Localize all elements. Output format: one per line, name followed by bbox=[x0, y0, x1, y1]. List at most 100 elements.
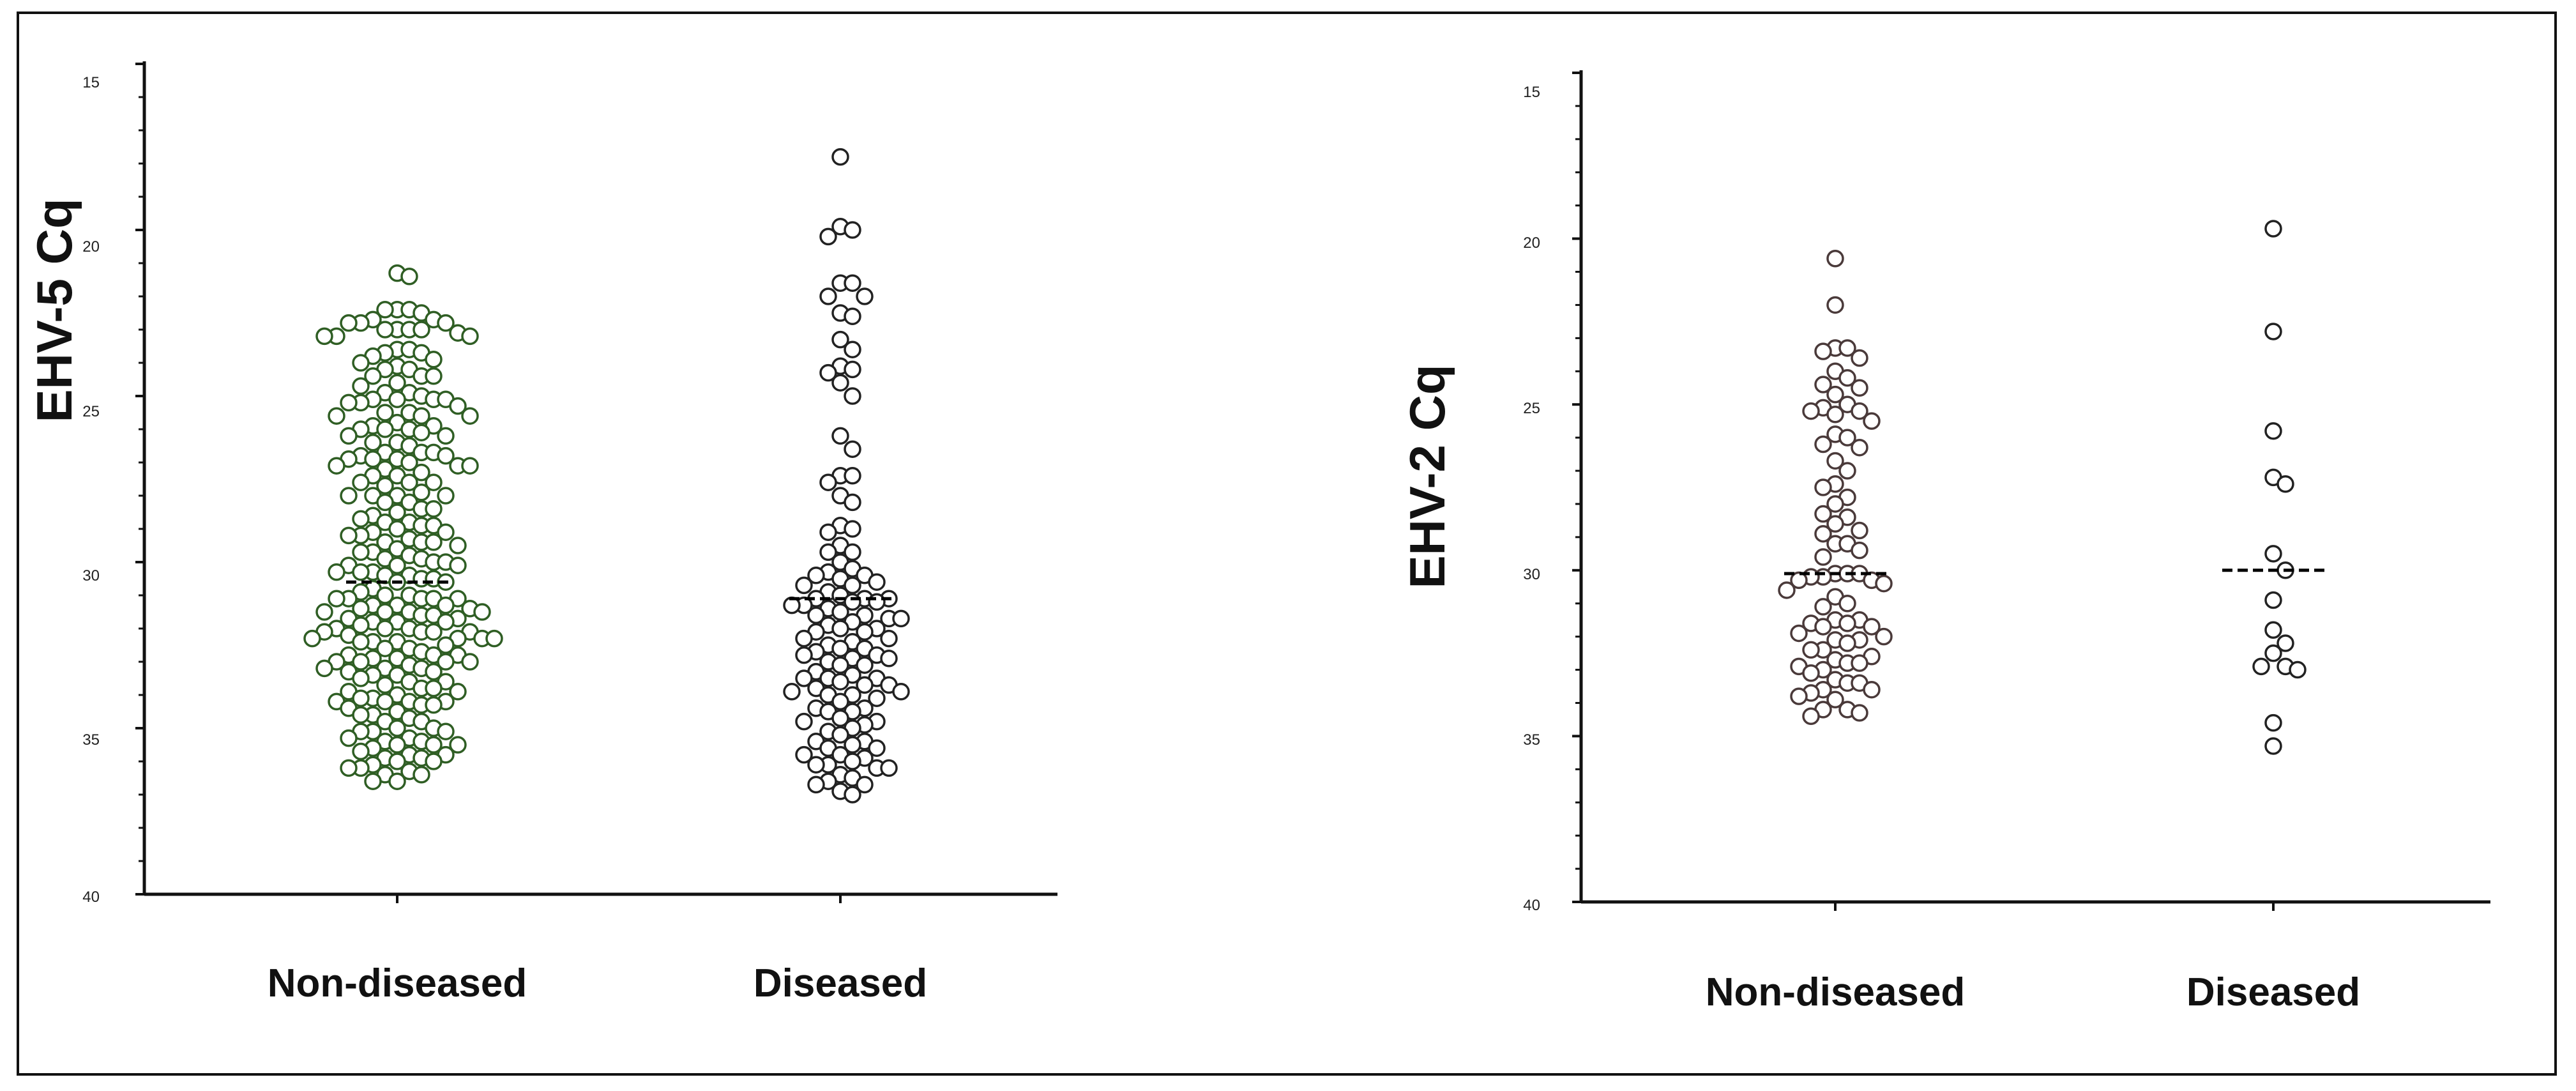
data-point bbox=[352, 354, 370, 372]
data-point bbox=[844, 274, 861, 292]
data-point bbox=[315, 603, 333, 621]
data-point bbox=[880, 650, 898, 668]
y-tick-label: 15 bbox=[82, 74, 100, 91]
data-point bbox=[1863, 680, 1881, 699]
data-point bbox=[364, 434, 382, 452]
y-tick-label: 30 bbox=[1523, 566, 1540, 583]
y-tick-label: 25 bbox=[82, 403, 100, 420]
data-point bbox=[2289, 660, 2307, 679]
data-point bbox=[2264, 737, 2282, 755]
data-point bbox=[819, 363, 837, 382]
data-point bbox=[340, 729, 358, 747]
data-point bbox=[2277, 634, 2294, 652]
data-point bbox=[1851, 521, 1868, 540]
data-point bbox=[1790, 571, 1808, 590]
data-point bbox=[340, 487, 358, 505]
data-point bbox=[437, 314, 455, 332]
data-point bbox=[1802, 402, 1820, 420]
data-point bbox=[485, 629, 503, 648]
data-point bbox=[1814, 342, 1832, 360]
data-point bbox=[1851, 541, 1868, 560]
data-point bbox=[376, 620, 394, 637]
data-point bbox=[352, 377, 370, 395]
data-point bbox=[437, 446, 455, 465]
data-point bbox=[844, 467, 861, 485]
data-point bbox=[425, 351, 443, 369]
data-point bbox=[1838, 594, 1856, 613]
data-point bbox=[376, 404, 394, 422]
data-point bbox=[1814, 524, 1832, 543]
data-point bbox=[400, 473, 418, 491]
data-point bbox=[1875, 574, 1893, 593]
data-point bbox=[449, 556, 467, 574]
data-point bbox=[352, 563, 370, 581]
data-point bbox=[1826, 690, 1844, 709]
data-point bbox=[1826, 406, 1844, 423]
data-point bbox=[352, 473, 370, 491]
data-point bbox=[388, 503, 406, 521]
data-point bbox=[1778, 581, 1796, 599]
data-point bbox=[352, 653, 370, 671]
data-point bbox=[461, 327, 479, 346]
category-label: Non-diseased bbox=[1706, 970, 1966, 1014]
data-point bbox=[340, 526, 358, 545]
data-point bbox=[880, 759, 898, 777]
data-point bbox=[856, 287, 874, 305]
data-point bbox=[819, 523, 837, 541]
data-point bbox=[425, 679, 443, 698]
data-point bbox=[376, 321, 394, 339]
y-tick-label: 40 bbox=[1523, 897, 1540, 914]
data-point bbox=[1838, 339, 1856, 357]
data-point bbox=[831, 726, 849, 744]
data-point bbox=[807, 756, 825, 774]
data-point bbox=[795, 669, 813, 687]
data-point bbox=[437, 636, 455, 654]
data-point bbox=[844, 440, 861, 458]
data-point bbox=[413, 484, 430, 501]
data-point bbox=[413, 423, 430, 441]
data-point bbox=[449, 397, 467, 415]
data-point bbox=[1863, 618, 1881, 636]
data-point bbox=[844, 786, 861, 804]
data-point bbox=[844, 387, 861, 405]
data-point bbox=[352, 510, 370, 528]
y-tick-label: 35 bbox=[82, 731, 100, 749]
data-point bbox=[376, 493, 394, 512]
data-point bbox=[437, 653, 455, 671]
data-point bbox=[819, 287, 837, 305]
data-point bbox=[473, 603, 491, 621]
data-point bbox=[2264, 545, 2282, 563]
data-point bbox=[1826, 452, 1844, 470]
data-point bbox=[388, 390, 406, 408]
data-point bbox=[1838, 614, 1856, 632]
data-point bbox=[892, 609, 910, 628]
data-point bbox=[364, 367, 382, 385]
data-point bbox=[376, 676, 394, 694]
data-point bbox=[2264, 591, 2282, 609]
data-point bbox=[328, 590, 345, 607]
data-point bbox=[844, 752, 861, 770]
data-point bbox=[1814, 618, 1832, 636]
data-point bbox=[425, 736, 443, 754]
data-point bbox=[2252, 657, 2270, 676]
data-point bbox=[376, 603, 394, 621]
data-point bbox=[388, 520, 406, 538]
y-tick-label: 20 bbox=[82, 238, 100, 256]
data-point bbox=[2264, 422, 2282, 440]
data-point bbox=[364, 772, 382, 790]
data-point bbox=[880, 629, 898, 648]
data-point bbox=[328, 563, 345, 581]
data-point bbox=[425, 623, 443, 641]
category-label: Non-diseased bbox=[268, 961, 527, 1005]
data-point bbox=[413, 766, 430, 784]
data-point bbox=[1838, 634, 1856, 652]
data-point bbox=[449, 736, 467, 754]
data-point bbox=[352, 543, 370, 561]
data-point bbox=[388, 752, 406, 770]
data-point bbox=[1814, 376, 1832, 393]
data-point bbox=[844, 340, 861, 358]
data-point bbox=[819, 473, 837, 491]
data-point bbox=[425, 473, 443, 491]
data-point bbox=[340, 314, 358, 332]
